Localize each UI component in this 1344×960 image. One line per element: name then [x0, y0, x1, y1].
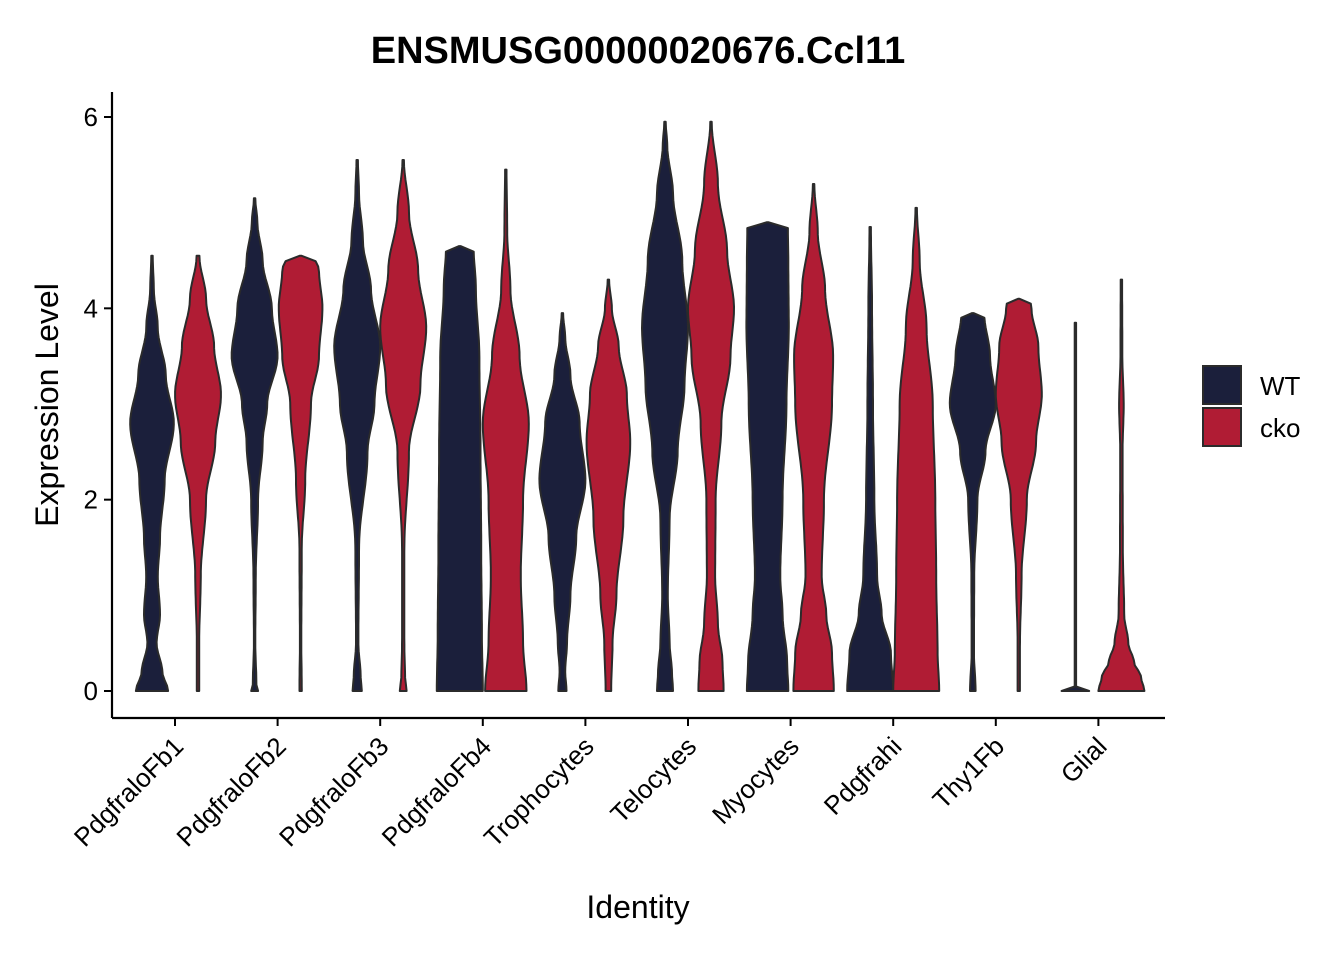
x-tick-label: Pdgfrahi	[818, 731, 908, 821]
x-tick-label: Myocytes	[706, 731, 805, 830]
legend-label-cko: cko	[1260, 413, 1300, 443]
violin-cko-pdgfrahi	[892, 206, 941, 692]
violin-cko-thy1fb	[994, 297, 1043, 692]
violin-wt-glial	[1060, 321, 1091, 692]
violin-wt-pdgfralofb2	[230, 197, 279, 692]
y-axis-title: Expression Level	[29, 283, 65, 527]
x-axis-title: Identity	[586, 889, 689, 925]
violin-wt-pdgfralofb1	[129, 254, 175, 692]
violin-wt-pdgfralofb4	[435, 245, 484, 692]
y-tick-label: 2	[84, 485, 98, 515]
violin-cko-telocytes	[687, 120, 735, 692]
violin-wt-thy1fb	[948, 312, 997, 692]
x-tick-label: Trophocytes	[478, 731, 600, 853]
x-tick-label: PdgfraloFb2	[170, 731, 291, 852]
violin-cko-glial	[1097, 278, 1146, 692]
x-tick-label: Thy1Fb	[926, 731, 1010, 815]
x-axis: PdgfraloFb1PdgfraloFb2PdgfraloFb3Pdgfral…	[68, 716, 1165, 853]
x-tick-label: PdgfraloFb4	[376, 731, 497, 852]
y-axis: 0 2 4 6	[84, 92, 114, 718]
x-tick-label: Telocytes	[604, 731, 702, 829]
legend-key-wt	[1202, 365, 1242, 405]
violin-wt-pdgfralofb3	[333, 159, 382, 692]
y-tick-label: 4	[84, 293, 98, 323]
violin-wt-trophocytes	[538, 312, 587, 692]
violin-cko-pdgfralofb2	[277, 254, 324, 692]
x-tick-label: PdgfraloFb1	[68, 731, 189, 852]
legend: WT cko	[1202, 365, 1301, 447]
violin-cko-trophocytes	[585, 278, 632, 692]
legend-key-cko	[1202, 407, 1242, 447]
plot-area	[129, 120, 1146, 692]
x-tick-label: Glial	[1055, 731, 1113, 789]
y-tick-label: 0	[84, 676, 98, 706]
violin-wt-telocytes	[641, 120, 689, 692]
chart-title: ENSMUSG00000020676.Ccl11	[371, 30, 905, 72]
violin-wt-pdgfrahi	[846, 226, 895, 692]
violin-cko-pdgfralofb4	[481, 168, 530, 692]
violin-cko-pdgfralofb1	[174, 254, 222, 692]
legend-label-wt: WT	[1260, 371, 1301, 401]
violin-cko-pdgfralofb3	[379, 159, 428, 692]
x-tick-label: PdgfraloFb3	[273, 731, 394, 852]
violin-cko-myocytes	[792, 183, 835, 692]
violin-wt-myocytes	[745, 221, 790, 692]
y-tick-label: 6	[84, 102, 98, 132]
